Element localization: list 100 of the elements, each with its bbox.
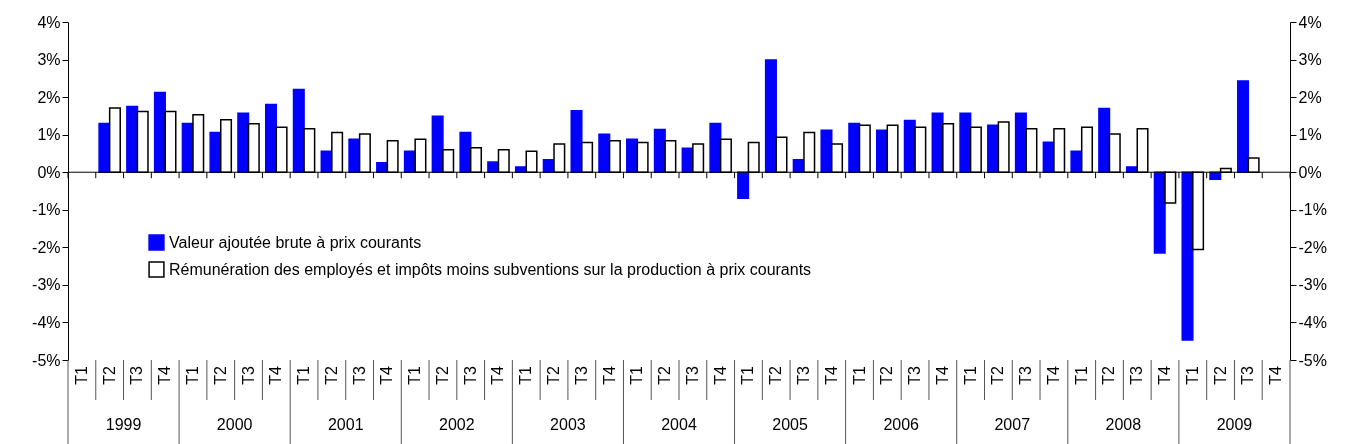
x-tick-label: T1 bbox=[406, 365, 424, 385]
y2-tick-label: 3% bbox=[1298, 51, 1322, 69]
y2-tick-label: -3% bbox=[1298, 276, 1327, 294]
x-tick-label: T2 bbox=[656, 365, 674, 385]
x-tick-label: T2 bbox=[100, 365, 118, 385]
text: 2006 bbox=[883, 416, 920, 433]
bar bbox=[1070, 150, 1083, 173]
x-tick-label: T4 bbox=[933, 365, 951, 385]
y2-tick-label: -4% bbox=[1298, 313, 1327, 331]
text: 2003 bbox=[550, 416, 586, 433]
y-tick-label: 4% bbox=[37, 13, 61, 31]
y-tick-label: -2% bbox=[32, 238, 61, 256]
y2-tick-label: 0% bbox=[1298, 163, 1322, 181]
x-tick-label: T3 bbox=[1239, 365, 1257, 385]
x-tick-label: T1 bbox=[72, 365, 90, 385]
bar bbox=[126, 105, 139, 173]
x-tick-label: T4 bbox=[267, 365, 285, 385]
y2-tick-label: -5% bbox=[1298, 351, 1327, 369]
x-tick-label: T3 bbox=[239, 365, 257, 385]
y-tick-label: -3% bbox=[32, 276, 61, 294]
x-tick-label: T4 bbox=[489, 365, 507, 385]
y-tick-label: 1% bbox=[37, 126, 61, 144]
x-tick-label: T4 bbox=[378, 365, 396, 385]
x-tick-label: T3 bbox=[461, 365, 479, 385]
bar bbox=[348, 138, 361, 173]
bar bbox=[848, 122, 861, 173]
x-tick-label: T2 bbox=[767, 365, 785, 385]
x-tick-label: T4 bbox=[711, 365, 729, 385]
y2-tick-label: 1% bbox=[1298, 126, 1322, 144]
y-tick-label: -5% bbox=[32, 351, 61, 369]
x-tick-label: T3 bbox=[906, 365, 924, 385]
bar bbox=[1153, 171, 1166, 254]
y-tick-label: 2% bbox=[37, 88, 61, 106]
x-tick-label: T1 bbox=[517, 365, 535, 385]
text: 2007 bbox=[994, 416, 1031, 433]
x-tick-label: T4 bbox=[156, 365, 174, 385]
text: 2000 bbox=[216, 416, 253, 433]
text: 2008 bbox=[1105, 416, 1142, 433]
bar bbox=[237, 112, 250, 173]
x-tick-label: T1 bbox=[628, 365, 646, 385]
x-tick-label: T1 bbox=[1183, 365, 1201, 385]
y-tick-label: -4% bbox=[32, 313, 61, 331]
x-tick-label: T2 bbox=[322, 365, 340, 385]
x-tick-label: T3 bbox=[1017, 365, 1035, 385]
x-tick-label: T3 bbox=[1128, 365, 1146, 385]
x-tick-label: T3 bbox=[683, 365, 701, 385]
text: 1999 bbox=[105, 416, 142, 433]
x-tick-label: T4 bbox=[1044, 365, 1062, 385]
x-tick-label: T2 bbox=[545, 365, 563, 385]
y2-tick-label: 4% bbox=[1298, 13, 1322, 31]
bar bbox=[459, 131, 472, 173]
x-tick-label: T4 bbox=[600, 365, 618, 385]
text: 2005 bbox=[772, 416, 808, 433]
x-tick-label: T3 bbox=[350, 365, 368, 385]
y-tick-label: -1% bbox=[32, 201, 61, 219]
y-tick-label: 0% bbox=[37, 163, 61, 181]
bar bbox=[570, 109, 583, 173]
x-tick-label: T2 bbox=[433, 365, 451, 385]
x-tick-label: T3 bbox=[128, 365, 146, 385]
y2-tick-label: -2% bbox=[1298, 238, 1327, 256]
bar bbox=[626, 138, 639, 173]
x-tick-label: T4 bbox=[1267, 365, 1285, 385]
bar bbox=[598, 133, 611, 173]
bar bbox=[292, 88, 305, 173]
bar bbox=[1209, 171, 1222, 181]
x-tick-label: T1 bbox=[183, 365, 201, 385]
x-tick-label: T4 bbox=[822, 365, 840, 385]
bar bbox=[764, 59, 777, 173]
bar bbox=[820, 129, 833, 173]
x-tick-label: T1 bbox=[961, 365, 979, 385]
y-tick-label: 3% bbox=[37, 51, 61, 69]
x-tick-label: T1 bbox=[850, 365, 868, 385]
y2-tick-label: 2% bbox=[1298, 88, 1322, 106]
legend-label: Valeur ajoutée brute à prix courants bbox=[169, 233, 422, 251]
bar bbox=[264, 103, 278, 173]
x-tick-label: T1 bbox=[739, 365, 757, 385]
x-tick-label: T2 bbox=[878, 365, 896, 385]
text: 2002 bbox=[439, 416, 475, 433]
y2-tick-label: -1% bbox=[1298, 201, 1327, 219]
x-tick-label: T2 bbox=[1211, 365, 1229, 385]
bar bbox=[1237, 80, 1250, 173]
x-tick-label: T4 bbox=[1156, 365, 1174, 385]
x-tick-label: T1 bbox=[295, 365, 313, 385]
bar bbox=[737, 171, 750, 199]
bar bbox=[875, 129, 889, 173]
x-tick-label: T3 bbox=[572, 365, 590, 385]
x-tick-label: T1 bbox=[1072, 365, 1090, 385]
bar bbox=[1181, 171, 1194, 341]
x-tick-label: T2 bbox=[989, 365, 1007, 385]
x-tick-label: T3 bbox=[794, 365, 812, 385]
bar bbox=[959, 112, 972, 173]
x-tick-label: T2 bbox=[211, 365, 229, 385]
text: 2001 bbox=[327, 416, 364, 433]
text: 2009 bbox=[1216, 416, 1253, 433]
bar bbox=[709, 122, 722, 173]
legend-label: Rémunération des employés et impôts moins subventions sur la production à prix courants bbox=[169, 260, 812, 278]
bar bbox=[1098, 107, 1111, 173]
x-tick-label: T2 bbox=[1100, 365, 1118, 385]
bar bbox=[431, 115, 444, 173]
text: 2004 bbox=[661, 416, 697, 433]
